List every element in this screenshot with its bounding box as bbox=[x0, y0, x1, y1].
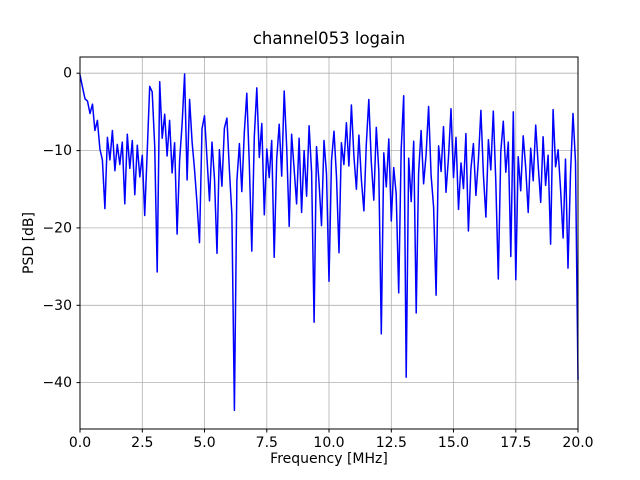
x-tick-label: 12.5 bbox=[376, 435, 407, 451]
x-tick-label: 2.5 bbox=[131, 435, 153, 451]
chart-title: channel053 logain bbox=[252, 29, 406, 48]
y-tick-label: −30 bbox=[42, 298, 72, 314]
x-tick-label: 0.0 bbox=[69, 435, 91, 451]
y-tick-label: −40 bbox=[42, 375, 72, 391]
x-tick-label: 15.0 bbox=[438, 435, 469, 451]
y-axis-label: PSD [dB] bbox=[21, 212, 37, 274]
y-tick-label: −10 bbox=[42, 143, 72, 159]
x-tick-label: 20.0 bbox=[562, 435, 593, 451]
x-tick-label: 5.0 bbox=[193, 435, 215, 451]
y-tick-label: −20 bbox=[42, 220, 72, 236]
y-tick-label: 0 bbox=[63, 66, 72, 82]
x-tick-label: 17.5 bbox=[500, 435, 531, 451]
x-axis-label: Frequency [MHz] bbox=[270, 451, 388, 467]
x-tick-label: 7.5 bbox=[256, 435, 278, 451]
x-tick-label: 10.0 bbox=[313, 435, 344, 451]
psd-trace bbox=[79, 73, 579, 412]
